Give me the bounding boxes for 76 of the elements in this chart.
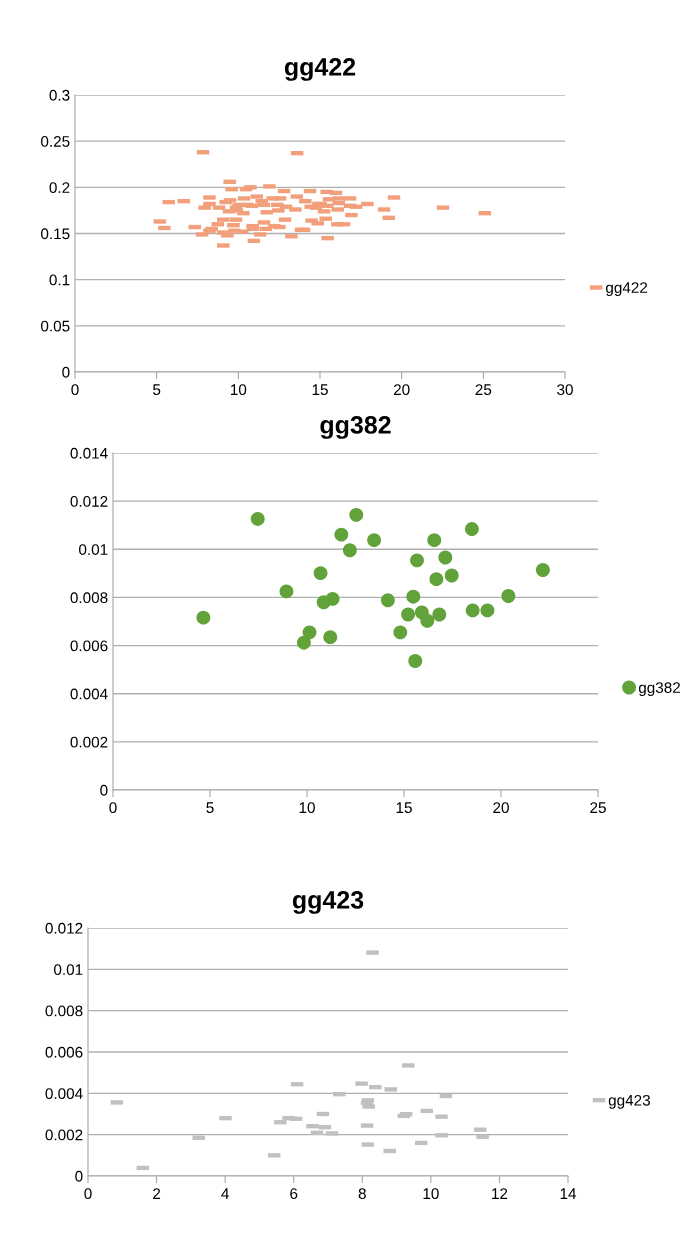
point [444, 568, 459, 583]
y-tick-label: 0.004 [45, 1088, 83, 1100]
point [313, 566, 328, 581]
x-tick-label: 5 [206, 802, 214, 814]
y-tick-label: 0 [75, 1170, 83, 1182]
x-tick-label: 25 [475, 384, 492, 396]
x-tick-label: 10 [231, 384, 247, 396]
x-tick-label: 5 [153, 384, 161, 396]
x-tick-label: 30 [557, 384, 573, 396]
y-tick-label: 0.006 [45, 1046, 83, 1058]
x-tick-label: 15 [396, 802, 412, 814]
point [349, 507, 364, 522]
point [279, 584, 294, 599]
legend-label: gg382 [638, 682, 680, 697]
x-tick-label: 12 [492, 1188, 508, 1199]
chart-title: gg422 [284, 58, 356, 81]
y-tick-label: 0.2 [49, 182, 70, 194]
y-tick-label: 0.15 [41, 228, 70, 240]
x-tick-label: 14 [560, 1188, 577, 1199]
y-tick-label: 0.012 [45, 922, 83, 934]
point [427, 533, 442, 548]
y-tick-label: 0 [100, 784, 108, 796]
point [429, 572, 444, 587]
x-tick-label: 20 [493, 802, 509, 814]
point [334, 527, 349, 542]
chart-title: gg423 [292, 891, 364, 914]
point [380, 593, 395, 608]
y-tick-label: 0.05 [41, 320, 70, 332]
x-tick-label: 15 [312, 384, 328, 396]
point [464, 522, 479, 537]
y-tick-label: 0.3 [49, 89, 70, 101]
y-tick-label: 0.002 [70, 736, 108, 748]
x-tick-label: 0 [109, 802, 117, 814]
point [480, 603, 495, 618]
chart-title: gg382 [320, 416, 391, 439]
y-tick-label: 0.25 [41, 136, 70, 147]
y-tick-label: 0.012 [70, 496, 108, 507]
point [410, 553, 424, 568]
x-tick-label: 4 [221, 1188, 229, 1199]
point [465, 603, 480, 618]
y-tick-label: 0.002 [45, 1129, 83, 1141]
point [196, 610, 211, 625]
x-tick-label: 20 [393, 384, 410, 396]
x-tick-label: 10 [299, 802, 315, 814]
point [401, 607, 416, 622]
y-tick-label: 0.1 [49, 274, 70, 286]
x-tick-label: 2 [153, 1188, 161, 1199]
point [535, 563, 550, 577]
legend-label: gg423 [608, 1094, 650, 1109]
point [420, 613, 435, 628]
y-tick-label: 0.006 [70, 640, 108, 652]
point [408, 654, 423, 668]
point [296, 635, 311, 650]
point [323, 630, 338, 645]
y-tick-label: 0.008 [70, 592, 108, 604]
y-tick-label: 0.004 [70, 688, 108, 700]
point [342, 543, 357, 558]
x-tick-label: 6 [290, 1188, 298, 1200]
x-tick-label: 8 [358, 1188, 366, 1200]
y-tick-label: 0.008 [45, 1005, 83, 1017]
y-tick-label: 0.01 [54, 964, 83, 976]
point [406, 589, 421, 604]
x-tick-label: 25 [590, 802, 606, 814]
y-tick-label: 0.01 [79, 544, 108, 555]
point [438, 550, 453, 565]
y-tick-label: 0 [62, 366, 70, 378]
point [250, 512, 265, 526]
point [393, 625, 408, 640]
point [367, 533, 382, 548]
point [302, 625, 317, 640]
point [325, 591, 340, 606]
point [432, 607, 447, 622]
y-tick-label: 0.014 [70, 447, 108, 459]
legend-label: gg422 [606, 282, 648, 297]
point [501, 589, 516, 603]
x-tick-label: 10 [423, 1188, 439, 1200]
